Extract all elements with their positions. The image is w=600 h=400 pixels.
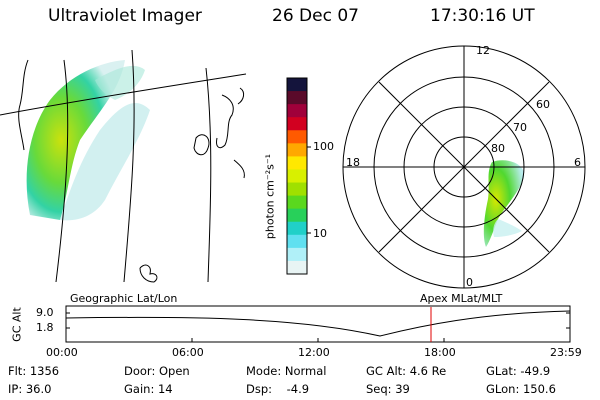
geo-grid (0, 49, 247, 283)
ip-value: IP: 36.0 (8, 382, 52, 396)
gain-value: Gain: 14 (124, 382, 173, 396)
geo-aurora-emission (26, 60, 150, 221)
apex-label: Apex MLat/MLT (420, 292, 503, 305)
mlt-label-18: 18 (346, 156, 360, 169)
colorbar-unit-label: photon cm⁻²s⁻¹ (263, 153, 277, 240)
instrument-title: Ultraviolet Imager (48, 6, 202, 26)
glat-value: GLat: -49.9 (486, 364, 551, 378)
mlt-label-0: 0 (466, 276, 473, 289)
glon-value: GLon: 150.6 (486, 382, 556, 396)
colorbar-band (287, 221, 307, 236)
colorbar-label-100: 100 (313, 140, 334, 153)
dsp-value: Dsp: -4.9 (246, 382, 310, 396)
timeline-frame (65, 305, 571, 343)
flight-number: Flt: 1356 (8, 364, 60, 378)
timeline-x-tick-2359: 23:59 (550, 346, 582, 359)
colorbar-band (287, 182, 307, 197)
polar-plot (342, 45, 586, 289)
colorbar-band (287, 195, 307, 210)
colorbar-band (287, 208, 307, 223)
colorbar (287, 78, 307, 275)
timeline-y-title: GC Alt (10, 307, 24, 342)
colorbar-label-10: 10 (313, 227, 327, 240)
time-label: 17:30:16 UT (430, 6, 535, 26)
colorbar-band (287, 143, 307, 157)
colorbar-band (287, 247, 307, 262)
colorbar-frame (286, 77, 308, 275)
colorbar-band (287, 104, 307, 118)
door-status: Door: Open (124, 364, 190, 378)
mlt-label-6: 6 (574, 156, 581, 169)
coastlines (18, 59, 245, 283)
colorbar-band (287, 260, 307, 275)
timeline-y-ticks (66, 312, 570, 329)
timeline-x-tick-1800: 18:00 (424, 346, 456, 359)
lat-label-80: 80 (491, 142, 505, 155)
date-label: 26 Dec 07 (272, 6, 359, 26)
timeline-x-tick-0600: 06:00 (172, 346, 204, 359)
polar-axis-diag-b (378, 81, 550, 253)
timeline-x-ticks (65, 338, 571, 342)
lat-label-70: 70 (513, 121, 527, 134)
timeline-x-tick-1200: 12:00 (298, 346, 330, 359)
colorbar-band (287, 91, 307, 105)
mlt-label-12: 12 (476, 44, 490, 57)
colorbar-band (287, 234, 307, 249)
timeline-x-tick-0000: 00:00 (46, 346, 78, 359)
altitude-curve (65, 310, 571, 337)
timeline-y-tick-1-8: 1.8 (36, 321, 54, 334)
colorbar-band (287, 169, 307, 184)
polar-aurora-emission (483, 160, 525, 247)
seq-value: Seq: 39 (366, 382, 410, 396)
colorbar-band (287, 130, 307, 144)
gc-alt-value: GC Alt: 4.6 Re (366, 364, 447, 378)
colorbar-band (287, 156, 307, 170)
colorbar-band (287, 117, 307, 131)
lat-label-60: 60 (536, 98, 550, 111)
geographic-label: Geographic Lat/Lon (70, 292, 178, 305)
colorbar-band (287, 78, 307, 92)
timeline-y-tick-9: 9.0 (36, 306, 54, 319)
mode-value: Mode: Normal (246, 364, 327, 378)
